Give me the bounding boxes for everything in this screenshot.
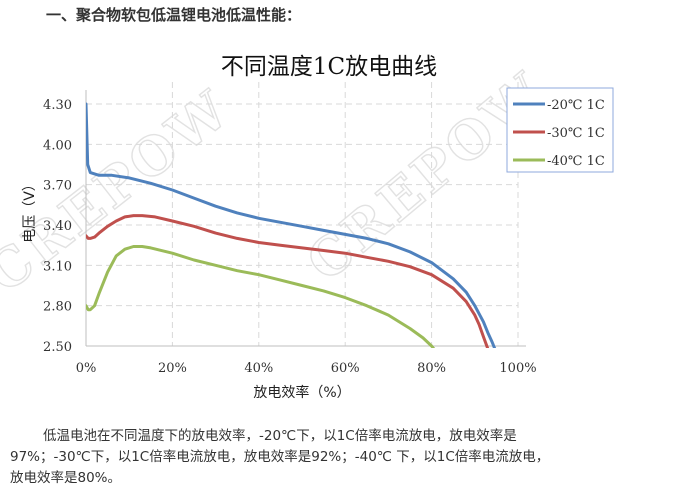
series-line-1 xyxy=(86,102,497,348)
paragraph-line-3: 放电效率是80%。 xyxy=(10,470,122,486)
y-tick-label: 4.30 xyxy=(43,98,72,113)
y-tick-label: 3.70 xyxy=(43,179,72,194)
x-tick-label: 40% xyxy=(244,361,273,376)
legend-box xyxy=(506,87,614,173)
y-tick-label: 4.00 xyxy=(43,138,72,153)
x-tick-label: 60% xyxy=(331,361,360,376)
legend-label: -40℃ 1C xyxy=(547,154,605,169)
x-axis-label: 放电效率（%） xyxy=(253,384,350,401)
legend-label: -20℃ 1C xyxy=(547,98,605,113)
paragraph-line-1: 低温电池在不同温度下的放电效率，-20℃下，以1C倍率电流放电，放电效率是 xyxy=(43,428,517,444)
paragraph-line-2: 97%；-30℃下，以1C倍率电流放电，放电效率是92%；-40℃ 下，以1C倍… xyxy=(10,449,550,465)
y-tick-label: 3.40 xyxy=(43,219,72,234)
x-tick-label: 20% xyxy=(158,361,187,376)
x-tick-label: 0% xyxy=(76,361,97,376)
tick-labels: 2.50 2.80 3.10 3.40 3.70 4.00 4.30 0% 20% 40% 60% 8… xyxy=(43,98,537,376)
series-line-2 xyxy=(86,214,490,348)
y-tick-label: 3.10 xyxy=(43,259,72,274)
y-tick-label: 2.50 xyxy=(43,340,72,355)
series-layer xyxy=(86,102,497,348)
chart-frame xyxy=(10,32,565,412)
series-line-3 xyxy=(86,245,436,348)
legend: -20℃ 1C -30℃ 1C -40℃ 1C xyxy=(506,87,614,173)
x-tick-label: 80% xyxy=(417,361,446,376)
y-tick-label: 2.80 xyxy=(43,300,72,315)
line-chart: 不同温度1C放电曲线 CREPOW CREPOW 2.502.803.103.40… xyxy=(0,32,614,412)
section-heading: 一、聚合物软包低温锂电池低温性能： xyxy=(46,6,302,24)
chart-title: 不同温度1C放电曲线 xyxy=(221,54,437,80)
description-paragraph: 低温电池在不同温度下的放电效率，-20℃下，以1C倍率电流放电，放电效率是 97… xyxy=(10,426,670,489)
x-tick-label: 100% xyxy=(499,361,536,376)
y-axis-label: 电压（V） xyxy=(22,177,38,243)
legend-label: -30℃ 1C xyxy=(547,126,605,141)
